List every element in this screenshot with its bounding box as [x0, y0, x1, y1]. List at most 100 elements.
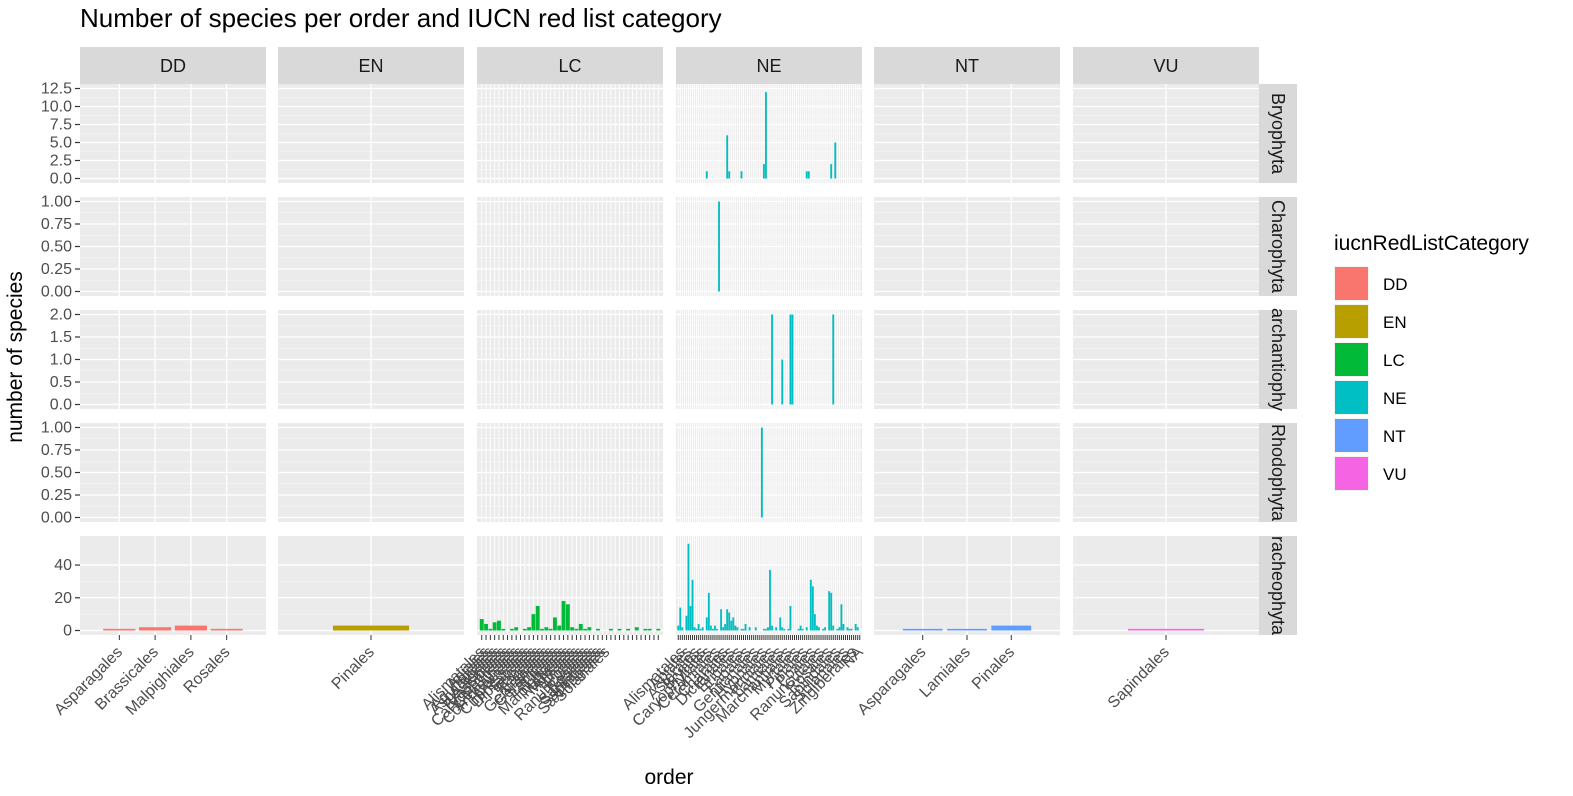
- bar-ne-tracheophyta: [701, 627, 704, 631]
- bar-ne-tracheophyta: [787, 628, 790, 631]
- legend: iucnRedListCategory DD EN LC NE NT VU: [1334, 232, 1529, 491]
- bar-ne-tracheophyta: [842, 623, 845, 631]
- bar-dd-tracheophyta: [103, 628, 136, 631]
- y-tick-label: 40: [54, 557, 72, 574]
- bar-ne-tracheophyta: [840, 604, 843, 631]
- bar-ne-tracheophyta: [724, 623, 727, 631]
- bar-ne-tracheophyta: [854, 623, 857, 631]
- bar-ne-bryophyta: [740, 171, 743, 179]
- bar-ne-tracheophyta: [685, 615, 688, 631]
- y-tick-label: 0.00: [41, 284, 72, 301]
- y-tick-label: 7.5: [50, 117, 72, 134]
- bar-ne-marchantiophyta: [781, 359, 784, 405]
- bar-ne-tracheophyta: [677, 625, 680, 631]
- bar-lc-tracheophyta: [497, 620, 501, 631]
- legend-label-dd: DD: [1383, 275, 1408, 294]
- y-tick-label: 0.50: [41, 239, 72, 256]
- bar-ne-tracheophyta: [832, 625, 835, 631]
- bar-ne-tracheophyta: [779, 617, 782, 631]
- y-tick-label: 0.0: [50, 171, 72, 188]
- legend-swatch-vu: [1335, 457, 1368, 490]
- row-strip-charophyta: [1259, 197, 1297, 296]
- y-axis-title: number of species: [4, 271, 27, 443]
- bar-ne-tracheophyta: [709, 625, 712, 631]
- bar-ne-tracheophyta: [809, 579, 812, 631]
- y-tick-label: 1.00: [41, 420, 72, 437]
- bar-lc-tracheophyta: [565, 604, 570, 631]
- bar-ne-tracheophyta: [762, 628, 765, 631]
- legend-label-nt: NT: [1383, 427, 1406, 446]
- bar-ne-tracheophyta: [693, 627, 696, 631]
- legend-label-lc: LC: [1383, 351, 1405, 370]
- bar-nt-tracheophyta: [991, 625, 1032, 631]
- bar-lc-tracheophyta: [514, 627, 519, 631]
- bar-ne-tracheophyta: [836, 628, 839, 631]
- y-tick-label: 1.5: [50, 329, 72, 346]
- bar-lc-tracheophyta: [479, 619, 484, 631]
- bar-ne-tracheophyta: [740, 628, 743, 631]
- bar-ne-tracheophyta: [754, 627, 757, 631]
- bar-ne-tracheophyta: [783, 628, 786, 631]
- legend-label-en: EN: [1383, 313, 1407, 332]
- bar-lc-tracheophyta: [557, 625, 562, 631]
- column-strip-ne: [676, 47, 862, 84]
- bar-ne-tracheophyta: [765, 628, 767, 631]
- y-tick-label: 12.5: [41, 81, 72, 98]
- bar-ne-tracheophyta: [846, 627, 849, 631]
- row-strip-tracheophyta: [1259, 536, 1297, 635]
- bar-ne-marchantiophyta: [789, 314, 792, 405]
- bar-ne-charophyta: [718, 201, 720, 292]
- column-strip-vu: [1073, 47, 1259, 84]
- column-strip-lc: [477, 47, 663, 84]
- bar-ne-bryophyta: [830, 164, 833, 179]
- legend-swatch-lc: [1335, 343, 1368, 376]
- y-tick-label: 0: [63, 623, 72, 640]
- bar-ne-tracheophyta: [748, 627, 751, 631]
- panel-background: [676, 536, 862, 635]
- bar-ne-bryophyta: [726, 135, 729, 179]
- y-tick-label: 20: [54, 590, 72, 607]
- row-strip-rhodophyta: [1259, 423, 1297, 522]
- bar-ne-tracheophyta: [797, 628, 800, 631]
- bar-ne-tracheophyta: [775, 627, 778, 631]
- bar-ne-tracheophyta: [799, 625, 802, 631]
- bar-ne-tracheophyta: [781, 627, 784, 631]
- bar-ne-bryophyta: [705, 171, 708, 179]
- legend-swatch-en: [1335, 305, 1368, 338]
- column-strip-en: [278, 47, 464, 84]
- y-tick-label: 0.25: [41, 487, 72, 504]
- bar-lc-tracheophyta: [634, 627, 639, 631]
- bar-ne-marchantiophyta: [791, 314, 794, 405]
- bar-lc-tracheophyta: [626, 628, 631, 631]
- bar-ne-tracheophyta: [699, 628, 702, 631]
- bar-lc-tracheophyta: [596, 628, 600, 631]
- bar-ne-tracheophyta: [805, 627, 808, 631]
- bar-lc-tracheophyta: [617, 628, 622, 631]
- y-tick-label: 10.0: [41, 99, 72, 116]
- bar-lc-tracheophyta: [535, 605, 540, 631]
- bar-ne-tracheophyta: [818, 627, 820, 631]
- bar-en-tracheophyta: [332, 625, 410, 631]
- bar-ne-tracheophyta: [714, 625, 716, 631]
- bar-ne-bryophyta: [834, 142, 837, 179]
- column-strip-dd: [80, 47, 266, 84]
- bar-ne-bryophyta: [762, 164, 765, 179]
- bar-ne-tracheophyta: [744, 623, 747, 631]
- y-tick-label: 0.00: [41, 510, 72, 527]
- bar-ne-tracheophyta: [707, 592, 710, 631]
- bar-ne-tracheophyta: [769, 569, 771, 631]
- bar-ne-bryophyta: [805, 171, 808, 179]
- y-tick-label: 2.5: [50, 153, 72, 170]
- bar-lc-tracheophyta: [608, 628, 613, 631]
- bar-ne-tracheophyta: [716, 628, 718, 631]
- bar-lc-tracheophyta: [509, 628, 514, 631]
- x-tick-label: Pinales: [329, 644, 378, 693]
- bar-vu-tracheophyta: [1127, 628, 1205, 631]
- bar-ne-tracheophyta: [824, 627, 827, 631]
- bar-lc-tracheophyta: [501, 628, 506, 631]
- bar-ne-tracheophyta: [742, 628, 745, 631]
- facet-panels: DD EN LC NE NT VU Bryophyta Charophyta archantio…: [41, 47, 1297, 742]
- bar-ne-tracheophyta: [691, 579, 694, 631]
- bar-ne-tracheophyta: [695, 628, 698, 631]
- y-tick-label: 0.5: [50, 374, 72, 391]
